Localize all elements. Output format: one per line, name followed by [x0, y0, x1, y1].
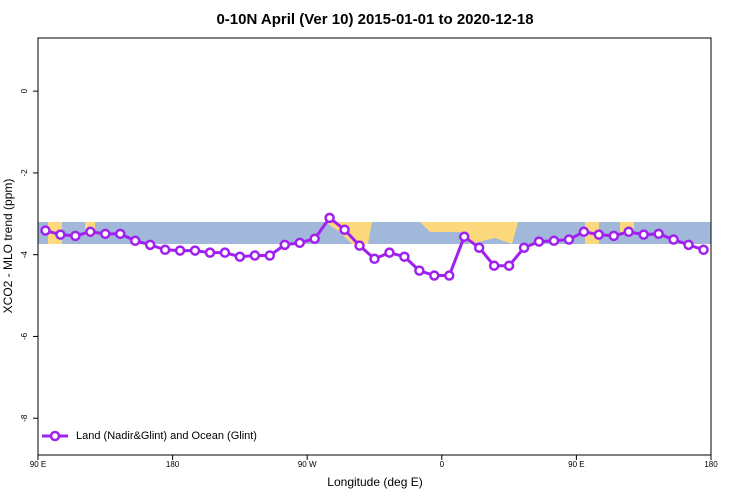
- x-tick-label: 180: [166, 460, 180, 469]
- point: [40, 225, 51, 236]
- point: [653, 228, 664, 240]
- y-axis-label: XCO2 - MLO trend (ppm): [1, 179, 15, 314]
- point: [473, 242, 485, 253]
- point: [115, 228, 126, 240]
- point: [219, 247, 231, 258]
- point: [503, 260, 515, 271]
- point: [279, 239, 291, 251]
- point: [339, 224, 350, 235]
- plot-frame: [37, 37, 712, 456]
- point: [294, 237, 305, 249]
- point: [204, 247, 216, 258]
- point: [698, 244, 709, 256]
- point: [399, 251, 410, 262]
- point: [414, 265, 425, 276]
- point: [563, 234, 575, 245]
- point: [458, 231, 470, 242]
- y-tick-label: -2: [20, 169, 29, 177]
- x-tick-label: 90 E: [30, 460, 46, 469]
- x-tick-label: 90 E: [568, 460, 584, 469]
- point: [55, 229, 66, 240]
- point: [264, 250, 276, 261]
- point: [234, 251, 246, 262]
- point: [548, 235, 560, 247]
- point: [174, 245, 186, 256]
- point: [129, 235, 141, 247]
- legend-label: Land (Nadir&Glint) and Ocean (Glint): [76, 430, 257, 442]
- point: [159, 244, 171, 256]
- y-tick-label: -4: [20, 251, 29, 259]
- point: [518, 242, 530, 253]
- point: [354, 240, 365, 251]
- chart-title: 0-10N April (Ver 10) 2015-01-01 to 2020-…: [216, 11, 533, 28]
- y-tick-label: -8: [20, 414, 29, 422]
- y-tick-label: 0: [20, 88, 29, 93]
- point: [593, 229, 605, 240]
- point: [100, 228, 111, 240]
- x-axis-label: Longitude (deg E): [327, 475, 422, 489]
- point: [70, 230, 81, 242]
- point: [638, 229, 649, 240]
- point: [623, 226, 634, 238]
- point: [324, 212, 335, 224]
- point: [683, 239, 694, 251]
- point: [668, 234, 679, 245]
- legend-marker: [49, 430, 61, 442]
- point: [189, 245, 201, 256]
- point: [608, 230, 620, 242]
- point: [384, 247, 395, 258]
- point: [369, 253, 380, 265]
- point: [444, 270, 455, 281]
- point: [533, 236, 545, 247]
- y-tick-label: -6: [20, 332, 29, 340]
- x-tick-label: 0: [440, 460, 445, 469]
- x-tick-label: 90 W: [298, 460, 317, 469]
- point: [85, 226, 96, 238]
- point: [309, 233, 320, 244]
- point: [144, 239, 156, 251]
- point: [578, 226, 590, 238]
- x-tick-label: 180: [704, 460, 718, 469]
- point: [249, 250, 261, 261]
- point: [488, 260, 500, 271]
- point: [429, 270, 440, 281]
